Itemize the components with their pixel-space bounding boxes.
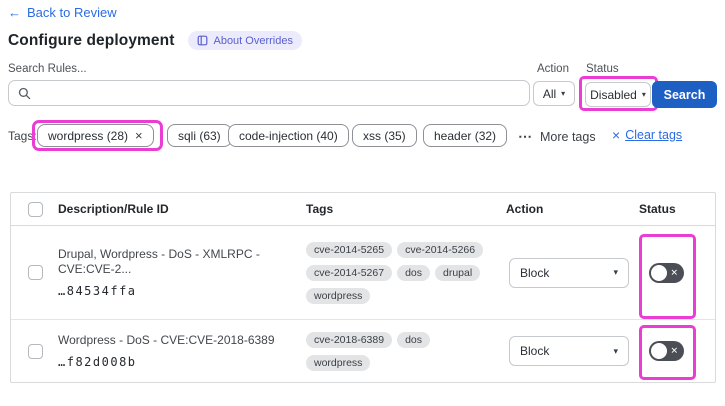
rule-id: …84534ffa: [58, 284, 137, 298]
search-rules-label: Search Rules...: [8, 63, 87, 75]
search-icon: [18, 87, 31, 99]
tag-chip-code-injection[interactable]: code-injection (40): [228, 124, 349, 147]
about-overrides-badge[interactable]: About Overrides: [188, 31, 302, 50]
status-filter-dropdown[interactable]: Disabled ▾: [585, 82, 651, 107]
back-arrow-icon: ←: [8, 5, 21, 20]
tag-chip-label: sqli (63): [178, 128, 221, 143]
table-row: Wordpress - DoS - CVE:CVE-2018-6389 …f82…: [11, 320, 715, 382]
clear-tags-label: Clear tags: [625, 128, 683, 142]
rule-tag-pill: wordpress: [306, 354, 371, 371]
rule-tag-pill: wordpress: [306, 287, 371, 304]
back-link-label: Back to Review: [27, 5, 117, 20]
back-to-review-link[interactable]: ← Back to Review: [8, 5, 117, 20]
tags-label: Tags:: [8, 129, 37, 143]
table-row: Drupal, Wordpress - DoS - XMLRPC - CVE:C…: [11, 226, 715, 320]
rule-tags: cve-2014-5265 cve-2014-5266 cve-2014-526…: [306, 241, 506, 304]
rule-description: Drupal, Wordpress - DoS - XMLRPC - CVE:C…: [58, 247, 260, 276]
chevron-down-icon: ▾: [561, 88, 566, 98]
chevron-down-icon: ▾: [641, 89, 646, 99]
rule-tag-pill: cve-2014-5267: [306, 264, 393, 281]
rules-table: Description/Rule ID Tags Action Status D…: [10, 192, 716, 383]
rule-tag-pill: dos: [397, 264, 430, 281]
tag-chip-header[interactable]: header (32): [423, 124, 508, 147]
rule-description: Wordpress - DoS - CVE:CVE-2018-6389: [58, 333, 275, 347]
toggle-off-icon: ✕: [670, 267, 678, 277]
status-label: Status: [586, 63, 619, 75]
table-header-row: Description/Rule ID Tags Action Status: [11, 193, 715, 226]
toggle-knob: [651, 264, 667, 281]
tag-chip-label: wordpress (28): [48, 128, 129, 143]
status-toggle[interactable]: ✕: [649, 341, 684, 361]
action-select[interactable]: Block ▾: [509, 336, 629, 366]
row-checkbox[interactable]: [28, 343, 43, 359]
rule-id: …f82d008b: [58, 355, 137, 369]
search-button[interactable]: Search: [652, 81, 717, 108]
action-select[interactable]: Block ▾: [509, 257, 629, 288]
column-header-action: Action: [506, 202, 544, 216]
action-filter-value: All: [542, 86, 557, 101]
column-header-status: Status: [639, 202, 676, 216]
action-filter-dropdown[interactable]: All ▾: [533, 81, 575, 106]
ellipsis-icon: ⋯: [518, 128, 533, 144]
toggle-off-icon: ✕: [670, 345, 678, 356]
rule-tag-pill: drupal: [435, 264, 481, 281]
tag-chip-wordpress[interactable]: wordpress (28) ×: [37, 124, 154, 147]
page-title: Configure deployment: [8, 31, 175, 49]
tag-chip-label: header (32): [434, 128, 497, 143]
title-row: Configure deployment About Overrides: [8, 31, 302, 50]
tag-chip-label: code-injection (40): [239, 128, 338, 143]
rule-tag-pill: cve-2014-5266: [397, 241, 484, 258]
column-header-description: Description/Rule ID: [58, 202, 169, 216]
remove-tag-icon[interactable]: ×: [135, 128, 143, 143]
chevron-down-icon: ▾: [613, 345, 618, 356]
rule-tags: cve-2018-6389 dos wordpress: [306, 331, 506, 371]
tag-chip-xss[interactable]: xss (35): [352, 124, 417, 147]
chevron-down-icon: ▾: [613, 267, 618, 277]
toggle-knob: [651, 343, 667, 359]
search-input[interactable]: [8, 80, 530, 106]
more-tags-button[interactable]: ⋯ More tags: [518, 128, 596, 145]
row-checkbox[interactable]: [28, 265, 43, 280]
status-filter-value: Disabled: [590, 87, 637, 102]
tag-chip-sqli[interactable]: sqli (63): [167, 124, 232, 147]
action-select-value: Block: [520, 344, 550, 358]
book-icon: [198, 35, 208, 46]
rule-tag-pill: cve-2014-5265: [306, 241, 393, 258]
close-icon: ×: [612, 127, 621, 143]
action-label: Action: [537, 63, 569, 75]
rule-tag-pill: cve-2018-6389: [306, 331, 393, 348]
column-header-tags: Tags: [306, 202, 334, 216]
action-select-value: Block: [520, 265, 550, 280]
status-toggle[interactable]: ✕: [649, 262, 684, 283]
clear-tags-link[interactable]: × Clear tags: [612, 128, 682, 142]
rule-tag-pill: dos: [397, 331, 430, 348]
about-overrides-label: About Overrides: [213, 34, 293, 47]
select-all-checkbox[interactable]: [28, 201, 43, 217]
more-tags-label: More tags: [540, 129, 596, 144]
tag-chip-label: xss (35): [363, 128, 406, 143]
